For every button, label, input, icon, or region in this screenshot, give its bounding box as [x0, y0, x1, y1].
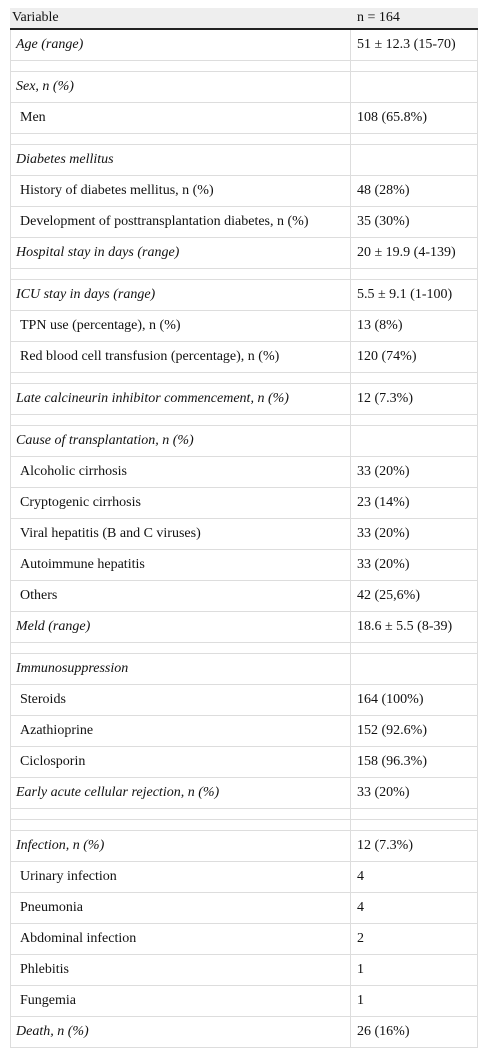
row-label: TPN use (percentage), n (%) [10, 311, 351, 342]
row-label: Phlebitis [10, 955, 351, 986]
row-label: History of diabetes mellitus, n (%) [10, 176, 351, 207]
row-label: Death, n (%) [10, 1017, 351, 1048]
row-value: 33 (20%) [351, 519, 478, 550]
row-label: Azathioprine [10, 716, 351, 747]
row-value: 164 (100%) [351, 685, 478, 716]
header-cell: n = 164 [351, 8, 478, 30]
row-value: 152 (92.6%) [351, 716, 478, 747]
spacer-row [351, 269, 478, 280]
row-label: Early acute cellular rejection, n (%) [10, 778, 351, 809]
row-value: 51 ± 12.3 (15-70) [351, 30, 478, 61]
row-value: 108 (65.8%) [351, 103, 478, 134]
row-value [351, 426, 478, 457]
row-label: Infection, n (%) [10, 831, 351, 862]
row-value: 4 [351, 893, 478, 924]
row-value: 2 [351, 924, 478, 955]
header-cell: Variable [10, 8, 351, 30]
spacer-row [10, 809, 351, 820]
spacer-row [351, 643, 478, 654]
spacer-row [351, 415, 478, 426]
row-value [351, 145, 478, 176]
row-label: Diabetes mellitus [10, 145, 351, 176]
row-value [351, 654, 478, 685]
row-value: 158 (96.3%) [351, 747, 478, 778]
row-label: Red blood cell transfusion (percentage),… [10, 342, 351, 373]
spacer-row [10, 373, 351, 384]
row-label: Pneumonia [10, 893, 351, 924]
row-label: Alcoholic cirrhosis [10, 457, 351, 488]
spacer-row [351, 820, 478, 831]
spacer-row [351, 61, 478, 72]
row-label: Steroids [10, 685, 351, 716]
row-value [351, 72, 478, 103]
spacer-row [10, 820, 351, 831]
row-value: 26 (16%) [351, 1017, 478, 1048]
spacer-row [351, 373, 478, 384]
spacer-row [10, 269, 351, 280]
row-label: Men [10, 103, 351, 134]
row-label: Urinary infection [10, 862, 351, 893]
row-label: Late calcineurin inhibitor commencement,… [10, 384, 351, 415]
spacer-row [10, 61, 351, 72]
row-value: 33 (20%) [351, 550, 478, 581]
row-label: Others [10, 581, 351, 612]
row-value: 120 (74%) [351, 342, 478, 373]
spacer-row [10, 415, 351, 426]
row-label: Abdominal infection [10, 924, 351, 955]
row-label: Fungemia [10, 986, 351, 1017]
row-label: Meld (range) [10, 612, 351, 643]
row-label: ICU stay in days (range) [10, 280, 351, 311]
row-label: Age (range) [10, 30, 351, 61]
row-value: 48 (28%) [351, 176, 478, 207]
row-value: 35 (30%) [351, 207, 478, 238]
row-label: Viral hepatitis (B and C viruses) [10, 519, 351, 550]
row-value: 5.5 ± 9.1 (1-100) [351, 280, 478, 311]
row-value: 1 [351, 986, 478, 1017]
spacer-row [10, 643, 351, 654]
spacer-row [10, 134, 351, 145]
row-value: 1 [351, 955, 478, 986]
row-value: 13 (8%) [351, 311, 478, 342]
row-label: Cause of transplantation, n (%) [10, 426, 351, 457]
row-value: 12 (7.3%) [351, 831, 478, 862]
row-label: Ciclosporin [10, 747, 351, 778]
row-value: 33 (20%) [351, 457, 478, 488]
row-label: Sex, n (%) [10, 72, 351, 103]
spacer-row [351, 809, 478, 820]
row-label: Development of posttransplantation diabe… [10, 207, 351, 238]
row-value: 20 ± 19.9 (4-139) [351, 238, 478, 269]
row-value: 4 [351, 862, 478, 893]
row-value: 42 (25,6%) [351, 581, 478, 612]
spacer-row [351, 134, 478, 145]
row-label: Autoimmune hepatitis [10, 550, 351, 581]
row-value: 33 (20%) [351, 778, 478, 809]
row-value: 23 (14%) [351, 488, 478, 519]
row-value: 12 (7.3%) [351, 384, 478, 415]
row-value: 18.6 ± 5.5 (8-39) [351, 612, 478, 643]
row-label: Immunosuppression [10, 654, 351, 685]
row-label: Hospital stay in days (range) [10, 238, 351, 269]
row-label: Cryptogenic cirrhosis [10, 488, 351, 519]
